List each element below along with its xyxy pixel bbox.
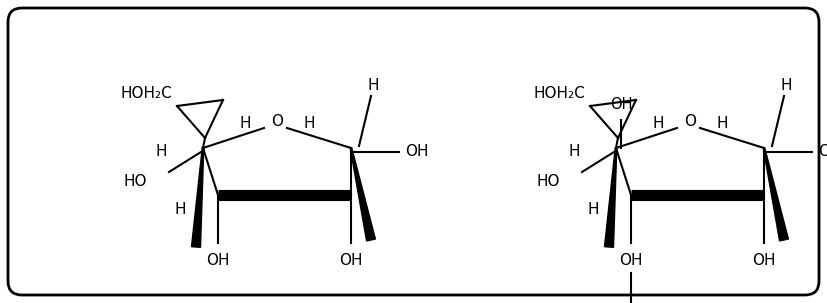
Text: H: H <box>367 78 379 94</box>
Text: HO: HO <box>123 175 147 189</box>
Text: OH: OH <box>206 253 230 268</box>
Text: OH: OH <box>339 253 363 268</box>
Polygon shape <box>351 148 375 241</box>
Polygon shape <box>605 148 617 247</box>
Polygon shape <box>192 148 203 247</box>
Text: H: H <box>780 78 791 94</box>
Text: OH: OH <box>753 253 776 268</box>
Text: OH: OH <box>818 145 827 159</box>
Text: H: H <box>304 116 315 132</box>
Text: H: H <box>239 116 251 132</box>
Text: H: H <box>653 116 664 132</box>
Text: HOH₂C: HOH₂C <box>120 86 172 102</box>
Text: O: O <box>271 115 283 129</box>
Text: HOH₂C: HOH₂C <box>533 86 585 102</box>
Text: H: H <box>155 145 167 159</box>
Text: H: H <box>716 116 728 132</box>
Text: OH: OH <box>405 145 428 159</box>
Text: O: O <box>684 115 696 129</box>
Text: OH: OH <box>609 97 633 112</box>
FancyBboxPatch shape <box>8 8 819 295</box>
Text: H: H <box>568 145 580 159</box>
Polygon shape <box>763 148 788 241</box>
Text: H: H <box>587 201 599 217</box>
Text: HO: HO <box>537 175 560 189</box>
Text: OH: OH <box>619 253 643 268</box>
Text: H: H <box>174 201 186 217</box>
